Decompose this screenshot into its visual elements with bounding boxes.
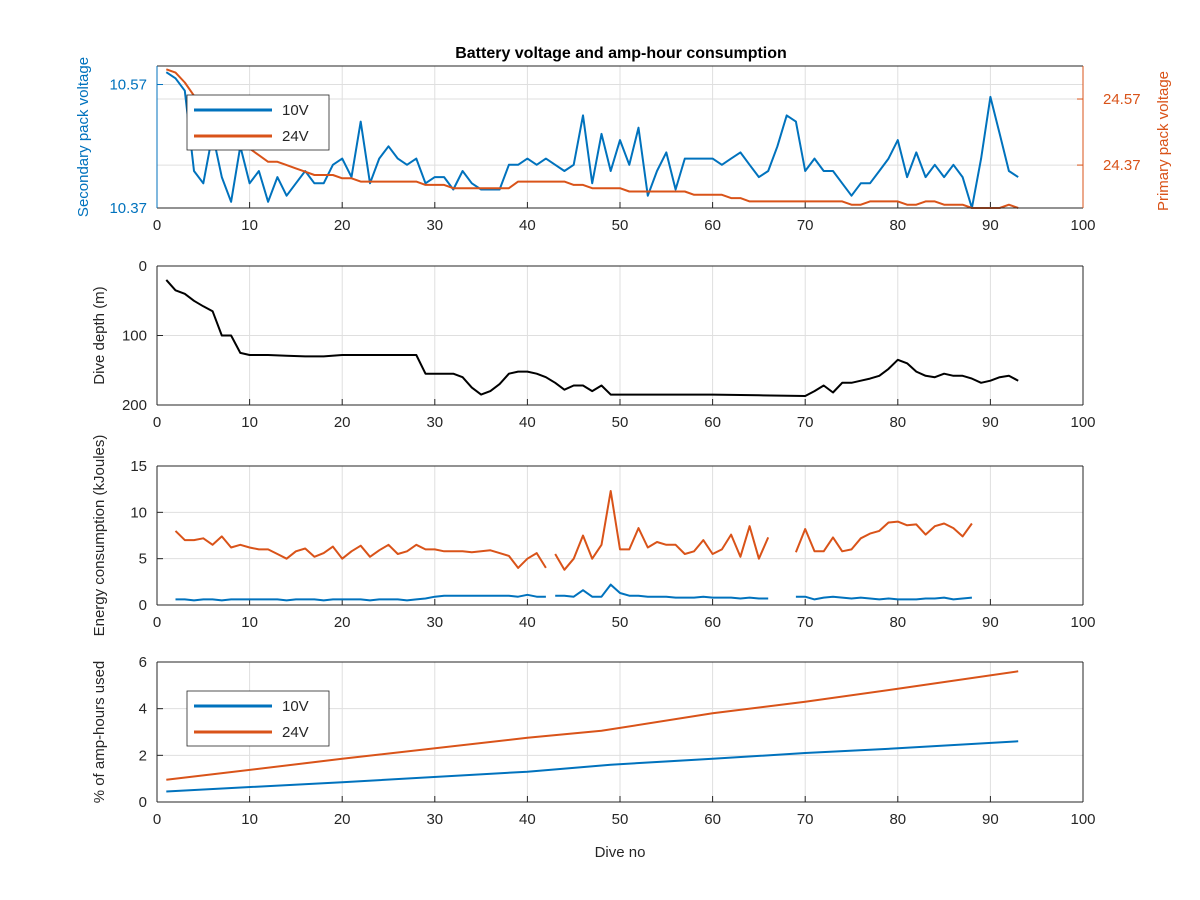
x-tick-label: 10 (241, 217, 258, 234)
x-tick-label: 20 (334, 811, 351, 828)
figure-title: Battery voltage and amp-hour consumption (455, 45, 787, 62)
y-tick-label: 15 (130, 458, 147, 475)
y-tick-label: 6 (139, 654, 147, 671)
legend-label-24v: 24V (282, 128, 309, 145)
subplot-3: 0 10 20 30 40 50 60 70 80 90 100 0 5 10 15 Energy consu… (91, 435, 1096, 637)
x-tick-label: 30 (426, 614, 443, 631)
x-tick-label: 90 (982, 414, 999, 431)
x-tick-label: 50 (612, 614, 629, 631)
x-tick-label: 70 (797, 614, 814, 631)
y-axis-label: Energy consumption (kJoules) (91, 435, 108, 637)
legend-box (186, 690, 330, 747)
series-10v-segment-2 (555, 583, 769, 600)
y-tick-label: 10 (130, 504, 147, 521)
x-tick-label: 50 (612, 414, 629, 431)
x-tick-label: 10 (241, 414, 258, 431)
legend-box (186, 94, 330, 151)
series-24v-line (166, 670, 1019, 781)
y-tick-label: 10.57 (109, 77, 147, 94)
x-tick-label: 80 (889, 217, 906, 234)
x-tick-label: 60 (704, 811, 721, 828)
series-10v-segment-3 (795, 595, 972, 601)
x-tick-label: 10 (241, 811, 258, 828)
y-tick-label: 2 (139, 747, 147, 764)
y-axis-label: Dive depth (m) (91, 286, 108, 384)
x-tick-label: 20 (334, 217, 351, 234)
x-tick-label: 100 (1070, 614, 1095, 631)
y-axis-label: % of amp-hours used (91, 661, 108, 804)
series-24v-segment-3 (794, 520, 973, 553)
series-24v-line (165, 68, 1019, 209)
x-tick-label: 70 (797, 217, 814, 234)
x-tick-label: 70 (797, 811, 814, 828)
x-tick-label: 90 (982, 811, 999, 828)
subplot-2: 0 10 20 30 40 50 60 70 80 90 100 0 100 200 Dive depth … (91, 258, 1096, 431)
y-tick-label: 0 (139, 597, 147, 614)
y-tick-label: 4 (139, 701, 147, 718)
x-tick-label: 50 (612, 217, 629, 234)
series-depth-line (165, 279, 1019, 397)
legend: 10V 24V (186, 690, 330, 747)
y-tick-label: 0 (139, 794, 147, 811)
series-10v-line (166, 740, 1019, 793)
x-tick-label: 90 (982, 217, 999, 234)
y-tick-label: 200 (122, 397, 147, 414)
x-tick-label: 60 (704, 217, 721, 234)
y-tick-label: 10.37 (109, 200, 147, 217)
x-tick-label: 40 (519, 217, 536, 234)
x-tick-label: 90 (982, 614, 999, 631)
series-24v-segment-1 (174, 530, 547, 569)
x-tick-label: 60 (704, 414, 721, 431)
x-tick-label: 30 (426, 414, 443, 431)
legend-label-24v: 24V (282, 724, 309, 741)
y-right-axis-label: Primary pack voltage (1155, 71, 1172, 211)
x-tick-label: 80 (889, 614, 906, 631)
series-24v-segment-2 (554, 490, 770, 571)
y-tick-label: 0 (139, 258, 147, 275)
subplot-4: 0 10 20 30 40 50 60 70 80 90 100 0 2 4 6 % of amp-hours… (91, 654, 1096, 861)
x-tick-label: 50 (612, 811, 629, 828)
y-right-tick-label: 24.37 (1103, 157, 1141, 174)
x-tick-label: 40 (519, 811, 536, 828)
legend-label-10v: 10V (282, 698, 309, 715)
x-tick-label: 100 (1070, 811, 1095, 828)
x-tick-label: 20 (334, 614, 351, 631)
x-tick-label: 0 (153, 614, 161, 631)
x-tick-label: 20 (334, 414, 351, 431)
x-tick-label: 40 (519, 414, 536, 431)
x-tick-label: 70 (797, 414, 814, 431)
y-right-tick-label: 24.57 (1103, 91, 1141, 108)
x-tick-label: 30 (426, 811, 443, 828)
x-tick-label: 10 (241, 614, 258, 631)
series-10v-line (165, 71, 1019, 209)
legend-label-10v: 10V (282, 102, 309, 119)
x-tick-label: 100 (1070, 414, 1095, 431)
x-tick-label: 0 (153, 811, 161, 828)
plots: 0 10 20 30 40 50 60 70 80 90 10010.3710.5724.3724.… (75, 57, 1172, 861)
x-tick-label: 0 (153, 217, 161, 234)
x-tick-label: 80 (889, 811, 906, 828)
series-10v-segment-1 (175, 593, 546, 602)
x-axis-label: Dive no (595, 844, 646, 861)
x-tick-label: 60 (704, 614, 721, 631)
legend: 10V 24V (186, 94, 330, 151)
x-tick-label: 40 (519, 614, 536, 631)
x-tick-label: 0 (153, 414, 161, 431)
y-tick-label: 100 (122, 328, 147, 345)
y-axis-label: Secondary pack voltage (75, 57, 92, 217)
x-tick-label: 30 (426, 217, 443, 234)
subplot-1: 0 10 20 30 40 50 60 70 80 90 100 10.37 10.57 24.37 24.… (75, 57, 1172, 234)
y-tick-label: 5 (139, 551, 147, 568)
x-tick-label: 80 (889, 414, 906, 431)
x-tick-label: 100 (1070, 217, 1095, 234)
